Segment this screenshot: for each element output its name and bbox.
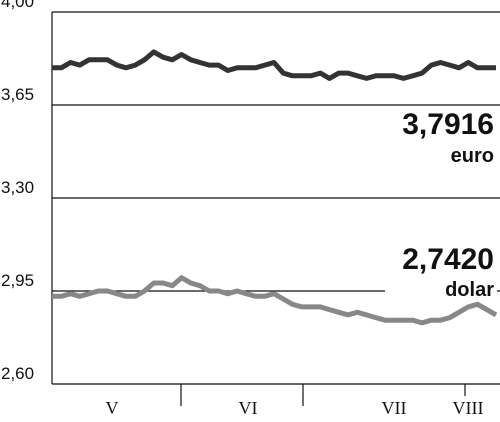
annotation-name: dolar (445, 279, 494, 301)
x-tick-label: VI (239, 398, 258, 418)
y-tick-label: 2,60 (1, 364, 34, 383)
annotation-bg (385, 106, 497, 162)
annotation-bg (385, 241, 497, 297)
annotation-value: 3,7916 (402, 108, 494, 141)
line-0 (52, 49, 496, 81)
annotation-value: 2,7420 (402, 243, 494, 276)
x-tick-label: VIII (453, 398, 484, 418)
y-tick-label: 4,00 (1, 0, 34, 11)
line-1 (52, 275, 498, 326)
y-tick-label: 3,30 (1, 178, 34, 197)
x-tick-label: V (106, 398, 119, 418)
y-tick-label: 2,95 (1, 271, 34, 290)
y-tick-label: 3,65 (1, 85, 34, 104)
annotation-name: euro (451, 145, 494, 167)
x-tick-label: VII (382, 398, 407, 418)
